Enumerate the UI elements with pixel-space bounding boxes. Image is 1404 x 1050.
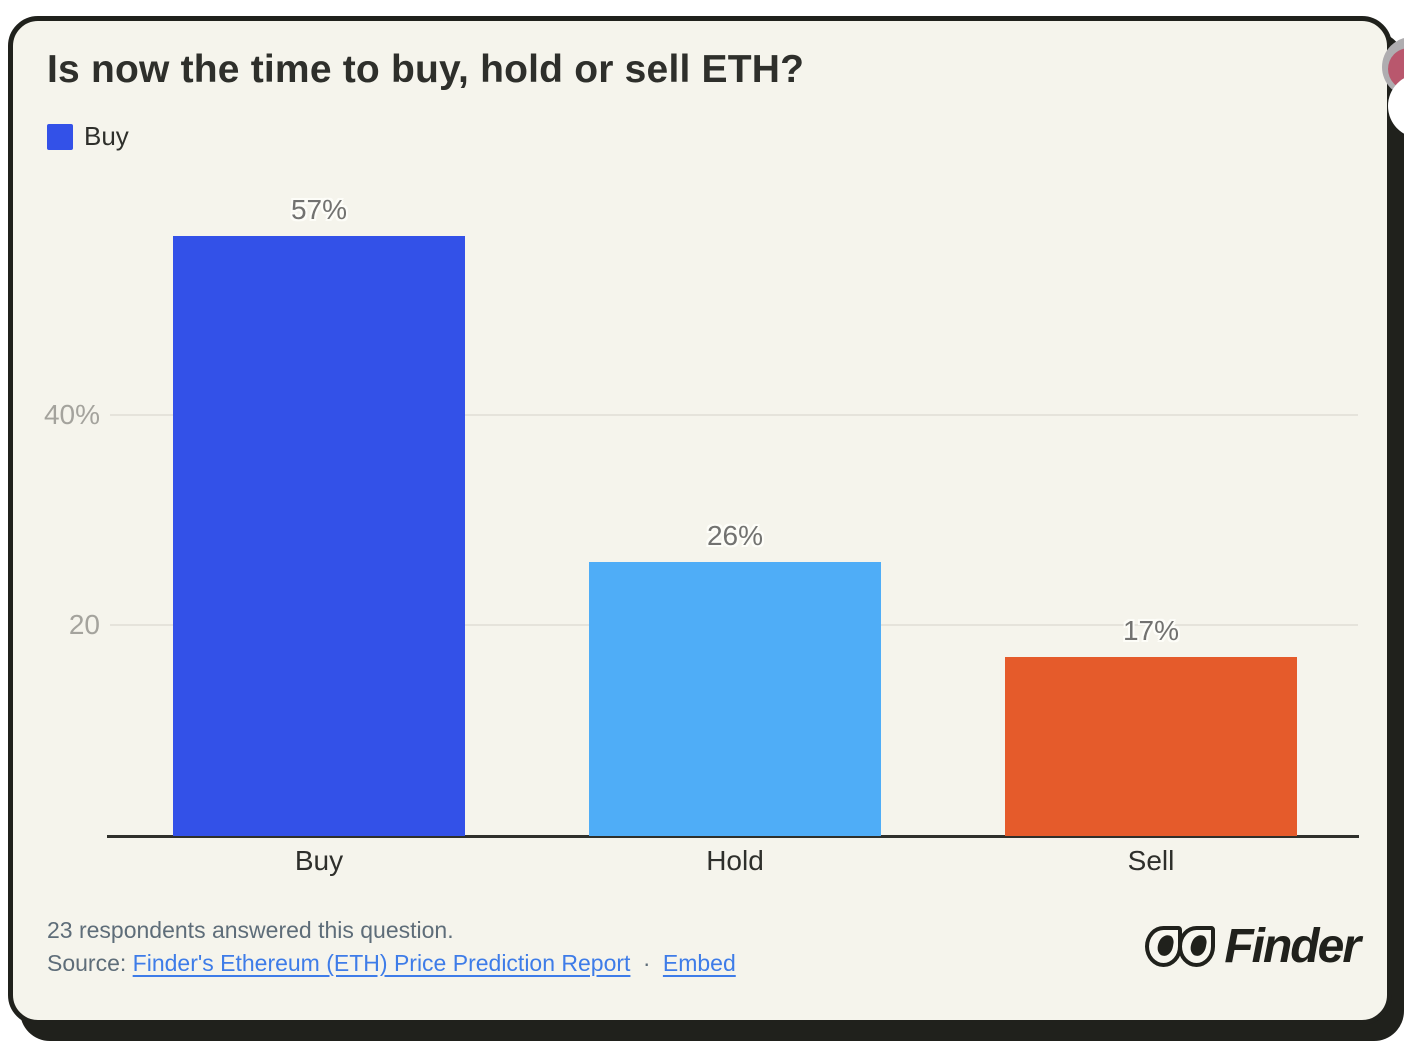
bar-value-label: 26% bbox=[706, 520, 764, 551]
source-row: Source: Finder's Ethereum (ETH) Price Pr… bbox=[47, 950, 736, 977]
y-axis-tick-label: 20 bbox=[68, 609, 100, 641]
finder-wordmark: Finder bbox=[1224, 920, 1361, 973]
legend-swatch-buy bbox=[47, 123, 73, 150]
bar-hold[interactable] bbox=[589, 562, 881, 836]
source-report-link[interactable]: Finder's Ethereum (ETH) Price Prediction… bbox=[132, 950, 631, 976]
finder-logo: Finder bbox=[1145, 919, 1361, 974]
embed-link[interactable]: Embed bbox=[662, 950, 736, 976]
bar-value-label: 57% bbox=[290, 194, 348, 225]
chart-card: Is now the time to buy, hold or sell ETH… bbox=[8, 16, 1392, 1025]
bar-sell[interactable] bbox=[1005, 657, 1297, 836]
bar-chart: 40% 20 57% Buy 26% Hold 17% Sell bbox=[13, 21, 1387, 1020]
legend: Buy bbox=[47, 121, 129, 152]
chart-title: Is now the time to buy, hold or sell ETH… bbox=[47, 48, 805, 91]
gridline bbox=[110, 413, 1358, 416]
x-axis-line bbox=[107, 835, 1359, 838]
source-label: Source: bbox=[47, 950, 127, 976]
x-axis-label: Sell bbox=[1127, 845, 1175, 876]
x-axis-label: Buy bbox=[294, 845, 344, 876]
bar-value-label: 17% bbox=[1122, 615, 1180, 646]
bar-buy[interactable] bbox=[173, 236, 465, 836]
respondents-note: 23 respondents answered this question. bbox=[47, 917, 454, 943]
legend-label: Buy bbox=[84, 121, 129, 151]
y-axis-tick-label: 40% bbox=[43, 398, 100, 430]
finder-eyes-icon bbox=[1145, 926, 1216, 967]
cutoff-widget-button bbox=[1388, 74, 1404, 138]
link-separator: · bbox=[642, 950, 651, 976]
x-axis-label: Hold bbox=[706, 845, 764, 876]
